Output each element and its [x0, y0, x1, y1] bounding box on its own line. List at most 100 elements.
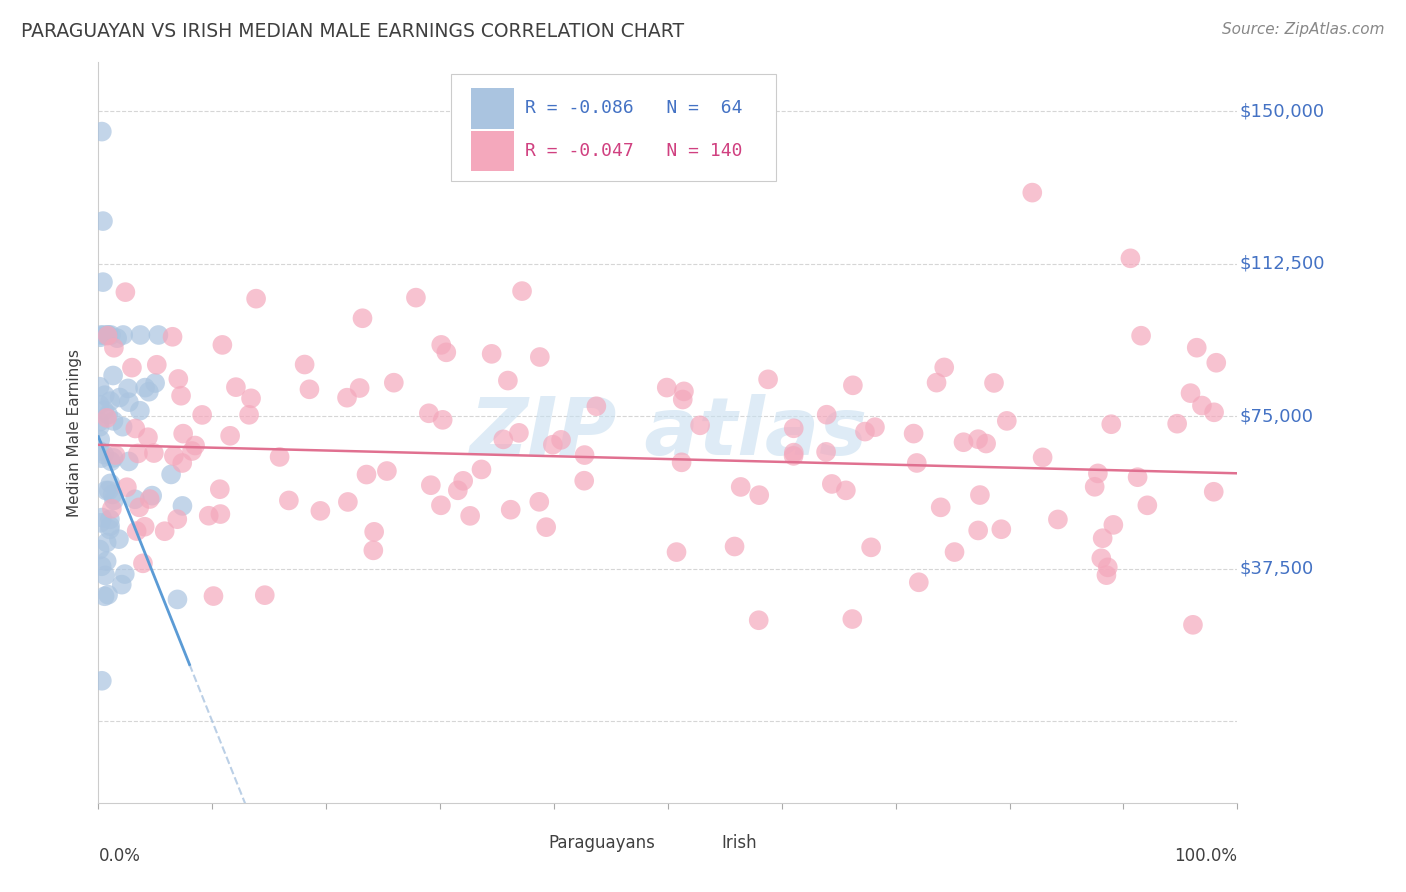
Point — [860, 541, 883, 555]
Point — [1205, 356, 1227, 370]
Point — [90, 673, 112, 688]
Point — [91, 214, 114, 228]
Point — [907, 575, 929, 590]
Point — [783, 445, 806, 459]
Point — [574, 474, 596, 488]
Point — [98, 512, 121, 526]
Point — [114, 567, 136, 582]
Point — [94, 568, 117, 582]
Point — [1087, 467, 1109, 481]
Point — [853, 425, 876, 439]
Point — [671, 455, 693, 469]
Point — [1185, 341, 1208, 355]
Point — [128, 403, 150, 417]
Point — [90, 451, 112, 466]
Point — [821, 477, 844, 491]
Point — [352, 311, 374, 326]
Text: R = -0.047   N = 140: R = -0.047 N = 140 — [526, 143, 742, 161]
Point — [97, 328, 120, 343]
Point — [94, 483, 117, 498]
Point — [470, 462, 492, 476]
Point — [969, 488, 991, 502]
Point — [1166, 417, 1188, 431]
Point — [103, 450, 125, 465]
Point — [172, 499, 194, 513]
Point — [1202, 405, 1225, 419]
Point — [529, 495, 551, 509]
Point — [208, 482, 231, 496]
Point — [238, 408, 260, 422]
Point — [121, 360, 143, 375]
Point — [1099, 417, 1122, 432]
Point — [1097, 560, 1119, 574]
Point — [689, 418, 711, 433]
Point — [89, 516, 111, 530]
Point — [430, 338, 453, 352]
Point — [419, 478, 441, 492]
Point — [138, 384, 160, 399]
FancyBboxPatch shape — [451, 73, 776, 181]
Point — [112, 328, 135, 343]
Point — [1180, 386, 1202, 401]
Point — [375, 464, 398, 478]
Point — [990, 522, 1012, 536]
Point — [118, 454, 141, 468]
Point — [97, 328, 120, 343]
Point — [96, 410, 118, 425]
Point — [134, 520, 156, 534]
Point — [167, 372, 190, 386]
Point — [277, 493, 299, 508]
Point — [184, 438, 207, 452]
Point — [1181, 617, 1204, 632]
Point — [117, 381, 139, 395]
Point — [89, 398, 111, 412]
Point — [967, 432, 990, 446]
Point — [269, 450, 291, 464]
Point — [1126, 470, 1149, 484]
Point — [89, 380, 111, 394]
Text: $75,000: $75,000 — [1240, 408, 1313, 425]
Point — [209, 507, 232, 521]
Point — [141, 489, 163, 503]
Text: $150,000: $150,000 — [1240, 103, 1324, 120]
Point — [925, 376, 948, 390]
Point — [929, 500, 952, 515]
Point — [97, 483, 120, 498]
FancyBboxPatch shape — [679, 831, 713, 855]
Point — [89, 420, 111, 434]
Point — [842, 378, 865, 392]
Point — [336, 391, 359, 405]
Point — [655, 380, 678, 394]
Point — [108, 391, 131, 405]
Point — [97, 328, 120, 343]
Point — [967, 524, 990, 538]
Point — [166, 512, 188, 526]
Point — [96, 535, 118, 549]
Point — [93, 388, 115, 402]
Point — [162, 330, 184, 344]
Point — [1032, 450, 1054, 465]
Point — [160, 467, 183, 482]
Point — [723, 540, 745, 554]
Point — [418, 406, 440, 420]
Point — [492, 433, 515, 447]
Point — [111, 577, 134, 591]
Point — [1091, 531, 1114, 545]
Point — [93, 403, 115, 417]
Point — [903, 426, 925, 441]
Point — [138, 491, 160, 506]
Point — [101, 368, 124, 383]
Point — [1102, 517, 1125, 532]
Point — [730, 480, 752, 494]
Point — [136, 430, 159, 444]
Point — [1136, 498, 1159, 512]
Point — [90, 510, 112, 524]
Point — [181, 444, 204, 458]
Point — [253, 588, 276, 602]
Point — [665, 545, 688, 559]
Point — [534, 520, 557, 534]
Point — [458, 508, 481, 523]
Point — [166, 592, 188, 607]
Point — [104, 448, 127, 462]
Text: Source: ZipAtlas.com: Source: ZipAtlas.com — [1222, 22, 1385, 37]
